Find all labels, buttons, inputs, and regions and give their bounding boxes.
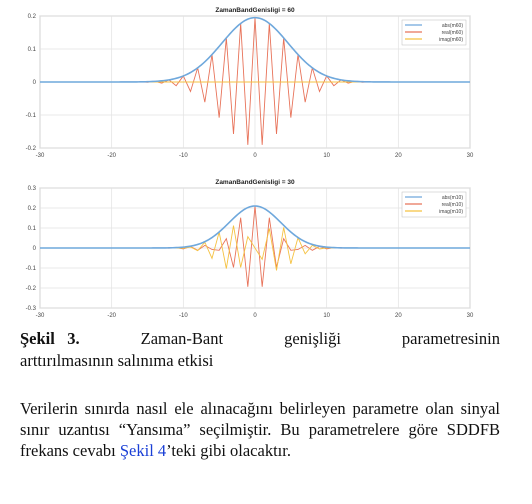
- legend-label-real(m60): real(m60): [442, 30, 464, 36]
- x-tick-label-6: 30: [467, 153, 474, 159]
- x-tick-label-2: -10: [179, 313, 188, 319]
- chart-title: ZamanBandGenisligi = 60: [215, 7, 295, 14]
- caption-label: Şekil: [20, 329, 55, 348]
- legend-label-abs(m10): abs(m10): [442, 195, 463, 201]
- x-tick-label-5: 20: [395, 153, 402, 159]
- x-tick-label-1: -20: [107, 313, 116, 319]
- x-tick-label-0: -30: [36, 313, 45, 319]
- y-tick-label-2: 0: [33, 80, 37, 86]
- y-tick-label-0: -0.3: [26, 306, 37, 312]
- y-tick-label-1: -0.1: [26, 113, 37, 119]
- y-tick-label-6: 0.3: [28, 186, 37, 192]
- caption-number: 3.: [67, 329, 80, 348]
- x-tick-label-3: 0: [253, 313, 257, 319]
- figure-4-link[interactable]: Şekil 4: [119, 441, 167, 460]
- series-line-abs(m60): [40, 16, 470, 83]
- legend-label-imag(m10): imag(m10): [439, 209, 463, 215]
- y-tick-label-1: -0.2: [26, 286, 37, 292]
- y-tick-label-0: -0.2: [26, 146, 37, 152]
- x-tick-label-2: -10: [179, 153, 188, 159]
- y-tick-label-3: 0.1: [28, 47, 37, 53]
- body-text-after: ’teki gibi olacaktır.: [166, 441, 291, 460]
- y-tick-label-4: 0.2: [28, 14, 37, 20]
- x-tick-label-0: -30: [36, 153, 45, 159]
- y-tick-label-4: 0.1: [28, 226, 37, 232]
- x-tick-label-5: 20: [395, 313, 402, 319]
- x-tick-label-4: 10: [323, 313, 330, 319]
- caption-word-1: Zaman-Bant: [140, 329, 224, 348]
- legend-label-abs(m60): abs(m60): [442, 23, 463, 29]
- caption-word-3: parametresinin: [401, 329, 500, 348]
- y-tick-label-3: 0: [33, 246, 37, 252]
- body-paragraph: Verilerin sınırda nasıl ele alınacağını …: [20, 398, 500, 461]
- chart-panel-bottom: -30 -20 -10 0 10 20 30 -0.3 -0.2 -0.1 0 0.1 0.2 0.3 Za…: [26, 179, 474, 319]
- x-tick-label-6: 30: [467, 313, 474, 319]
- y-tick-label-2: -0.1: [26, 266, 37, 272]
- x-tick-label-1: -20: [107, 153, 116, 159]
- legend-label-real(m10): real(m10): [442, 202, 464, 208]
- body-text-before: Verilerin sınırda nasıl ele alınacağını …: [20, 399, 500, 460]
- chart-panel-top: -30 -20 -10 0 10 20 30 -0.2 -0.1 0 0.1 0.2 ZamanBand…: [26, 7, 474, 159]
- series-line-abs(m10): [40, 205, 470, 249]
- caption-line-2: arttırılmasının salınıma etkisi: [20, 351, 214, 370]
- legend-label-imag(m60): imag(m60): [439, 37, 463, 43]
- x-tick-label-4: 10: [323, 153, 330, 159]
- figure-caption: Şekil 3. Zaman-Bant genişliği parametres…: [20, 328, 500, 372]
- caption-word-2: genişliği: [284, 329, 341, 348]
- x-tick-label-3: 0: [253, 153, 257, 159]
- chart-title: ZamanBandGenisligi = 30: [215, 179, 295, 186]
- y-tick-label-5: 0.2: [28, 206, 37, 212]
